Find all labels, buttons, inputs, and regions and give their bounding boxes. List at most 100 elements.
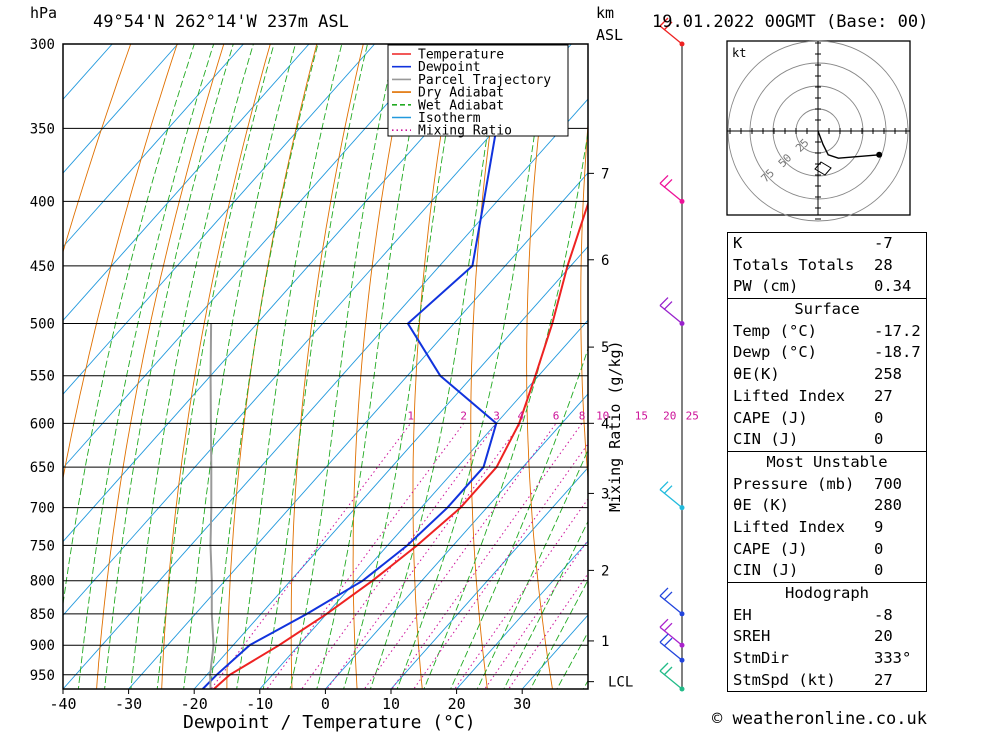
isotherm-line <box>259 319 588 689</box>
mu-li-label: Lifted Index <box>733 517 845 536</box>
wind-level-dot <box>679 41 685 47</box>
pw-label: PW (cm) <box>733 277 799 296</box>
wind-barb-feather <box>659 174 669 184</box>
dry-adiabat-line <box>470 44 504 689</box>
temperature-tick-label: 30 <box>513 695 531 713</box>
wind-level-dot <box>679 321 685 327</box>
wind-barb-shaft <box>659 641 683 661</box>
mu-cin-row: CIN (J) 0 <box>728 560 926 582</box>
isotherm-line <box>325 393 588 689</box>
surface-cin-row: CIN (J) 0 <box>728 429 926 451</box>
wind-barb-feather <box>659 17 669 27</box>
wet-adiabat-line <box>423 129 588 689</box>
surface-dewp-row: Dewp (°C) -18.7 <box>728 342 926 364</box>
temperature-tick-label: 0 <box>321 695 330 713</box>
wind-barb-feather <box>663 622 673 632</box>
km-unit-label: km <box>596 4 615 22</box>
pressure-tick-label: 550 <box>30 369 55 385</box>
k-index-label: K <box>733 234 743 252</box>
temperature-tick-label: -30 <box>115 695 142 713</box>
hodograph-stats-box: Hodograph EH -8 SREH 20 StmDir 333° StmSpd … <box>727 582 927 693</box>
pw-value: 0.34 <box>874 277 912 296</box>
mu-cape-row: CAPE (J) 0 <box>728 539 926 561</box>
dry-adiabat-line <box>633 0 686 703</box>
temperature-tick-label: -10 <box>246 695 273 713</box>
eh-row: EH -8 <box>728 605 926 627</box>
surface-li-label: Lifted Index <box>733 386 845 405</box>
height-tick-label: 7 <box>601 166 609 182</box>
dry-adiabat-line <box>226 44 318 689</box>
surface-dewp-value: -18.7 <box>874 343 921 362</box>
height-tick-label: 2 <box>601 563 609 579</box>
wet-adiabat-line <box>209 44 319 689</box>
isotherm-line <box>63 44 572 616</box>
mu-cin-value: 0 <box>874 561 884 580</box>
isotherm-line <box>63 44 375 395</box>
dry-adiabat-line <box>918 0 1000 703</box>
isotherm-line <box>63 44 507 543</box>
mixing-ratio-line <box>301 423 498 689</box>
copyright-notice[interactable]: © weatheronline.co.uk <box>712 709 927 729</box>
isotherm-line <box>63 44 179 174</box>
mixing-ratio-label: 4 <box>517 409 524 422</box>
mu-theta-value: 280 <box>874 496 902 515</box>
surface-temp-row: Temp (°C) -17.2 <box>728 321 926 343</box>
series-line-parcel-trajectory <box>209 323 215 689</box>
surface-box: Surface Temp (°C) -17.2 Dewp (°C) -18.7 θE… <box>727 298 927 452</box>
isotherm-line <box>63 44 113 101</box>
wind-barb-shaft <box>659 626 683 646</box>
isotherm-line <box>63 44 310 322</box>
legend-label: Temperature <box>418 48 504 63</box>
mu-theta-row: θE (K) 280 <box>728 495 926 517</box>
lcl-label: LCL <box>608 675 633 691</box>
temperature-tick-label: 20 <box>448 695 466 713</box>
eh-value: -8 <box>874 605 893 624</box>
wind-barb-feather <box>659 587 669 597</box>
stmdir-value: 333° <box>874 649 912 668</box>
indices-box: K -7 Totals Totals 28 PW (cm) 0.34 <box>727 232 927 300</box>
surface-theta-row: θE(K) 258 <box>728 364 926 386</box>
indices-table: K -7 Totals Totals 28 PW (cm) 0.34 Surface … <box>727 232 927 693</box>
wet-adiabat-line <box>476 448 588 689</box>
mixing-ratio-line <box>391 423 583 689</box>
pressure-tick-label: 350 <box>30 121 55 137</box>
pressure-tick-label: 650 <box>30 460 55 476</box>
wind-barb-shaft <box>659 670 683 690</box>
mu-pressure-label: Pressure (mb) <box>733 474 855 493</box>
pressure-tick-label: 900 <box>30 638 55 654</box>
x-axis-label: Dewpoint / Temperature (°C) <box>183 712 476 733</box>
wind-barb-feather <box>663 666 673 676</box>
pw-row: PW (cm) 0.34 <box>728 276 926 298</box>
surface-cin-value: 0 <box>874 430 884 449</box>
pressure-tick-label: 400 <box>30 194 55 210</box>
mixing-ratio-label: 20 <box>663 409 676 422</box>
isotherm-line <box>390 466 588 689</box>
pressure-tick-label: 600 <box>30 416 55 432</box>
k-index-row: K -7 <box>728 233 926 255</box>
wind-barb-shaft <box>659 489 683 509</box>
wet-adiabat-line <box>450 347 588 689</box>
hodograph-endpoint <box>876 151 883 158</box>
legend-label: Parcel Trajectory <box>418 73 551 88</box>
wet-adiabat-line <box>343 44 463 689</box>
mu-cape-value: 0 <box>874 539 884 558</box>
datetime-title: 19.01.2022 00GMT (Base: 00) <box>652 12 929 32</box>
wind-barb-shaft <box>659 25 683 45</box>
mixing-ratio-label: 10 <box>596 409 609 422</box>
pressure-tick-label: 500 <box>30 317 55 333</box>
location-title: 49°54'N 262°14'W 237m ASL <box>93 12 349 32</box>
wet-adiabat-line <box>63 44 195 608</box>
surface-title: Surface <box>794 300 860 319</box>
mixing-ratio-label: 15 <box>635 409 648 422</box>
wind-barb-feather <box>663 591 673 601</box>
wind-barb-feather <box>663 178 673 188</box>
mu-pressure-row: Pressure (mb) 700 <box>728 474 926 496</box>
temperature-tick-label: -20 <box>181 695 208 713</box>
dry-adiabat-line <box>526 44 553 689</box>
dry-adiabat-line <box>352 44 411 689</box>
legend-label: Isotherm <box>418 111 481 126</box>
legend-label: Mixing Ratio <box>418 124 512 139</box>
mixing-ratio-labels: 1 2 3 4 6 8 10 15 20 25 <box>407 409 699 422</box>
dry-adiabat-line <box>96 44 225 689</box>
